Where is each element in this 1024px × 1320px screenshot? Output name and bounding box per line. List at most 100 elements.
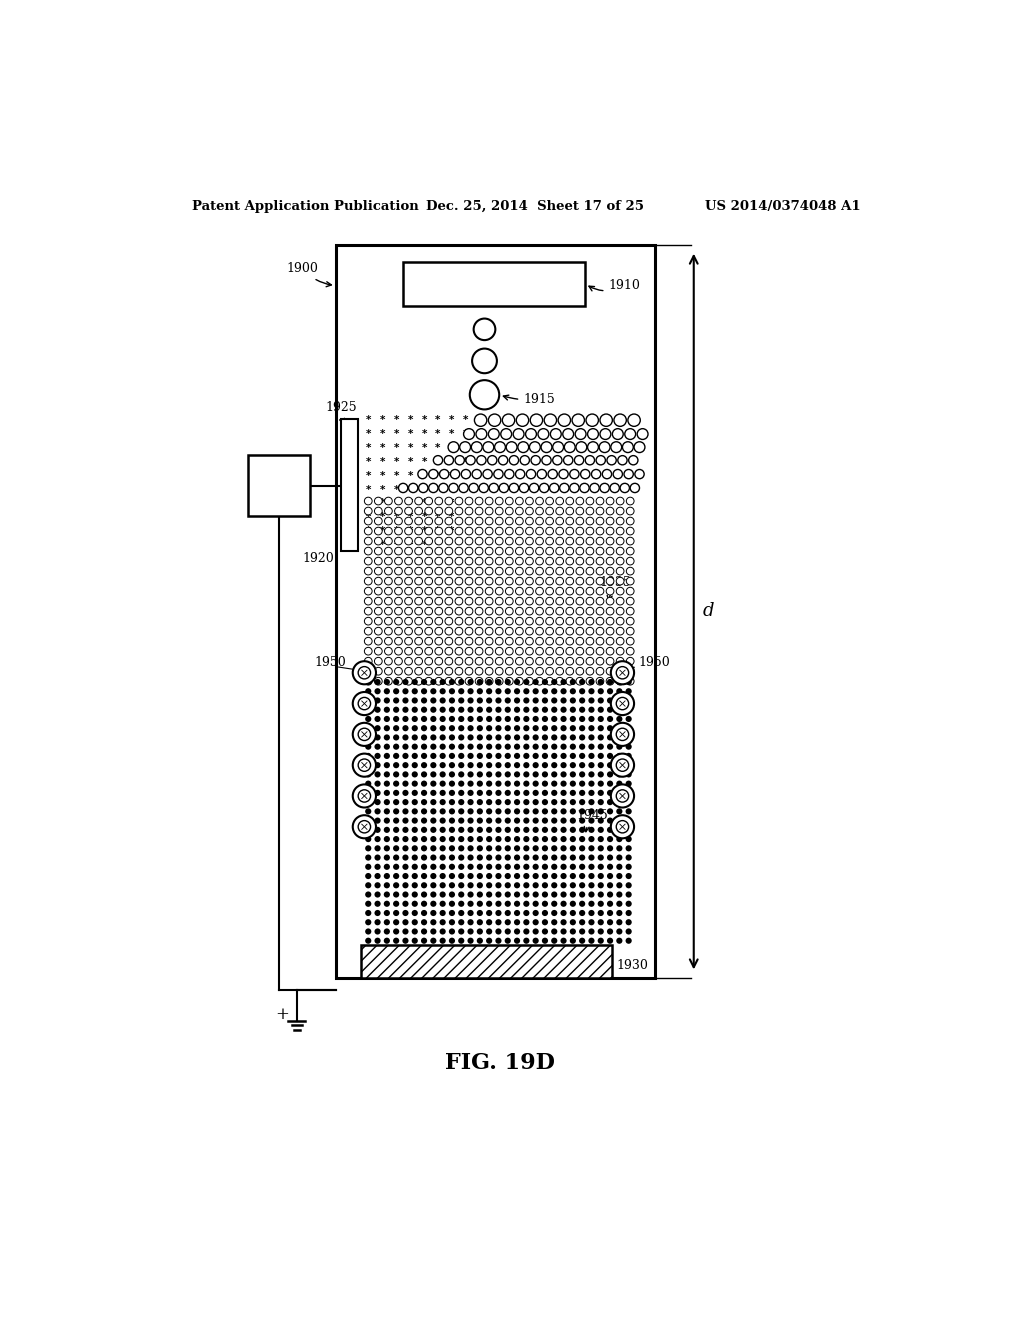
Circle shape	[402, 854, 409, 861]
Circle shape	[542, 854, 548, 861]
Circle shape	[435, 638, 442, 645]
Circle shape	[598, 752, 604, 759]
Circle shape	[485, 677, 493, 685]
Circle shape	[556, 557, 563, 565]
Circle shape	[616, 498, 624, 506]
Circle shape	[439, 900, 445, 907]
Circle shape	[455, 597, 463, 605]
Circle shape	[496, 900, 502, 907]
Circle shape	[496, 826, 502, 833]
Circle shape	[458, 817, 464, 824]
Circle shape	[589, 854, 595, 861]
Circle shape	[546, 507, 554, 515]
Circle shape	[467, 836, 474, 842]
Text: 1935: 1935	[599, 576, 631, 601]
Circle shape	[455, 548, 463, 554]
Circle shape	[488, 429, 500, 440]
Circle shape	[435, 677, 442, 685]
Circle shape	[435, 507, 442, 515]
Circle shape	[616, 647, 624, 655]
Circle shape	[435, 668, 442, 675]
Text: *: *	[421, 471, 427, 480]
Circle shape	[375, 597, 382, 605]
Circle shape	[626, 780, 632, 787]
Circle shape	[445, 618, 453, 626]
Circle shape	[496, 752, 502, 759]
Circle shape	[465, 618, 473, 626]
Circle shape	[616, 507, 624, 515]
Circle shape	[404, 668, 413, 675]
Circle shape	[375, 873, 381, 879]
Circle shape	[579, 882, 586, 888]
Circle shape	[525, 587, 534, 595]
Circle shape	[589, 836, 595, 842]
Circle shape	[551, 808, 557, 814]
Circle shape	[546, 498, 554, 506]
Circle shape	[435, 597, 442, 605]
Circle shape	[449, 706, 455, 713]
Circle shape	[607, 817, 613, 824]
Text: *: *	[408, 512, 413, 523]
Text: *: *	[393, 471, 398, 480]
Text: *: *	[408, 444, 413, 453]
Circle shape	[556, 638, 563, 645]
Circle shape	[579, 706, 586, 713]
Circle shape	[616, 706, 623, 713]
Circle shape	[560, 771, 566, 777]
Circle shape	[607, 808, 613, 814]
Circle shape	[579, 826, 586, 833]
Circle shape	[596, 618, 604, 626]
Circle shape	[598, 715, 604, 722]
Circle shape	[375, 762, 381, 768]
Circle shape	[496, 688, 502, 694]
Circle shape	[485, 597, 493, 605]
Circle shape	[586, 414, 598, 426]
Circle shape	[532, 863, 539, 870]
Circle shape	[606, 568, 614, 576]
Circle shape	[514, 873, 520, 879]
Circle shape	[542, 734, 548, 741]
Circle shape	[551, 706, 557, 713]
Circle shape	[569, 799, 575, 805]
Circle shape	[607, 900, 613, 907]
Circle shape	[536, 618, 544, 626]
Circle shape	[532, 882, 539, 888]
Circle shape	[404, 597, 413, 605]
Circle shape	[616, 845, 623, 851]
Circle shape	[560, 789, 566, 796]
Circle shape	[546, 568, 554, 576]
Circle shape	[532, 789, 539, 796]
Text: *: *	[408, 484, 413, 495]
Circle shape	[458, 854, 464, 861]
Circle shape	[375, 677, 382, 685]
Circle shape	[421, 771, 427, 777]
Circle shape	[435, 537, 442, 545]
Circle shape	[366, 678, 372, 685]
Circle shape	[505, 799, 511, 805]
Circle shape	[412, 706, 418, 713]
Circle shape	[475, 607, 483, 615]
Circle shape	[542, 455, 551, 465]
Circle shape	[402, 836, 409, 842]
Circle shape	[560, 715, 566, 722]
Circle shape	[579, 743, 586, 750]
Circle shape	[514, 909, 520, 916]
Text: *: *	[408, 499, 413, 508]
Circle shape	[375, 498, 382, 506]
Circle shape	[439, 817, 445, 824]
Circle shape	[375, 780, 381, 787]
Circle shape	[616, 928, 623, 935]
Circle shape	[449, 688, 455, 694]
Circle shape	[472, 348, 497, 374]
Circle shape	[505, 891, 511, 898]
Circle shape	[532, 826, 539, 833]
Circle shape	[384, 771, 390, 777]
Circle shape	[506, 597, 513, 605]
Circle shape	[506, 668, 513, 675]
Circle shape	[402, 928, 409, 935]
Circle shape	[598, 900, 604, 907]
Circle shape	[525, 677, 534, 685]
Circle shape	[435, 577, 442, 585]
Circle shape	[536, 668, 544, 675]
Text: *: *	[463, 444, 469, 453]
